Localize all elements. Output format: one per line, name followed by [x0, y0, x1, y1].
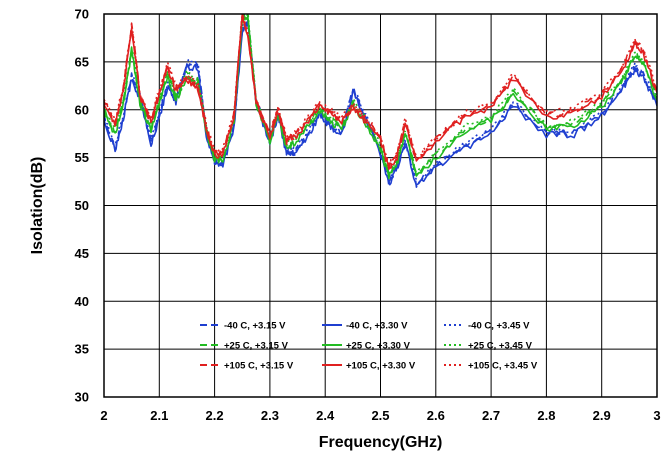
y-tick-label: 60 [75, 102, 89, 117]
x-tick-label: 2.5 [371, 408, 389, 423]
legend-label: +25 C, +3.30 V [346, 341, 411, 352]
series-line [104, 14, 657, 178]
y-tick-label: 40 [75, 294, 89, 309]
legend-label: +105 C, +3.45 V [468, 361, 538, 372]
x-tick-label: 2.2 [206, 408, 224, 423]
y-tick-labels: 30 35 40 45 50 55 60 65 70 [75, 7, 89, 405]
x-tick-label: 2.4 [316, 408, 335, 423]
series-line [104, 20, 657, 186]
legend-label: +25 C, +3.15 V [224, 341, 289, 352]
x-tick-label: 2.1 [150, 408, 168, 423]
x-tick-label: 2.7 [482, 408, 500, 423]
x-tick-label: 2.8 [537, 408, 555, 423]
x-tick-label: 3 [653, 408, 660, 423]
y-tick-label: 35 [75, 342, 89, 357]
plot-frame [103, 13, 658, 398]
series-line [104, 14, 657, 171]
y-tick-label: 65 [75, 54, 89, 69]
series-line [104, 14, 657, 180]
legend-label: -40 C, +3.15 V [224, 321, 286, 332]
y-axis-title: Isolation(dB) [29, 157, 46, 255]
y-tick-label: 70 [75, 7, 89, 22]
legend-label: +25 C, +3.45 V [468, 341, 533, 352]
legend-label: -40 C, +3.45 V [468, 321, 530, 332]
legend-label: +105 C, +3.15 V [224, 361, 294, 372]
x-tick-label: 2.9 [593, 408, 611, 423]
legend: -40 C, +3.15 V -40 C, +3.30 V -40 C, +3.45… [200, 321, 538, 372]
legend-label: +105 C, +3.30 V [346, 361, 416, 372]
x-tick-label: 2.6 [427, 408, 445, 423]
y-tick-label: 55 [75, 150, 89, 165]
x-axis-title: Frequency(GHz) [319, 434, 443, 451]
x-tick-label: 2 [100, 408, 107, 423]
legend-label: -40 C, +3.30 V [346, 321, 408, 332]
y-tick-label: 50 [75, 198, 89, 213]
y-tick-label: 45 [75, 246, 89, 261]
x-tick-label: 2.3 [261, 408, 279, 423]
y-tick-label: 30 [75, 390, 89, 405]
series-line [104, 14, 657, 168]
series-line [104, 21, 657, 188]
series-layer [104, 14, 657, 188]
x-tick-labels: 2 2.1 2.2 2.3 2.4 2.5 2.6 2.7 2.8 2.9 3 [100, 408, 660, 423]
